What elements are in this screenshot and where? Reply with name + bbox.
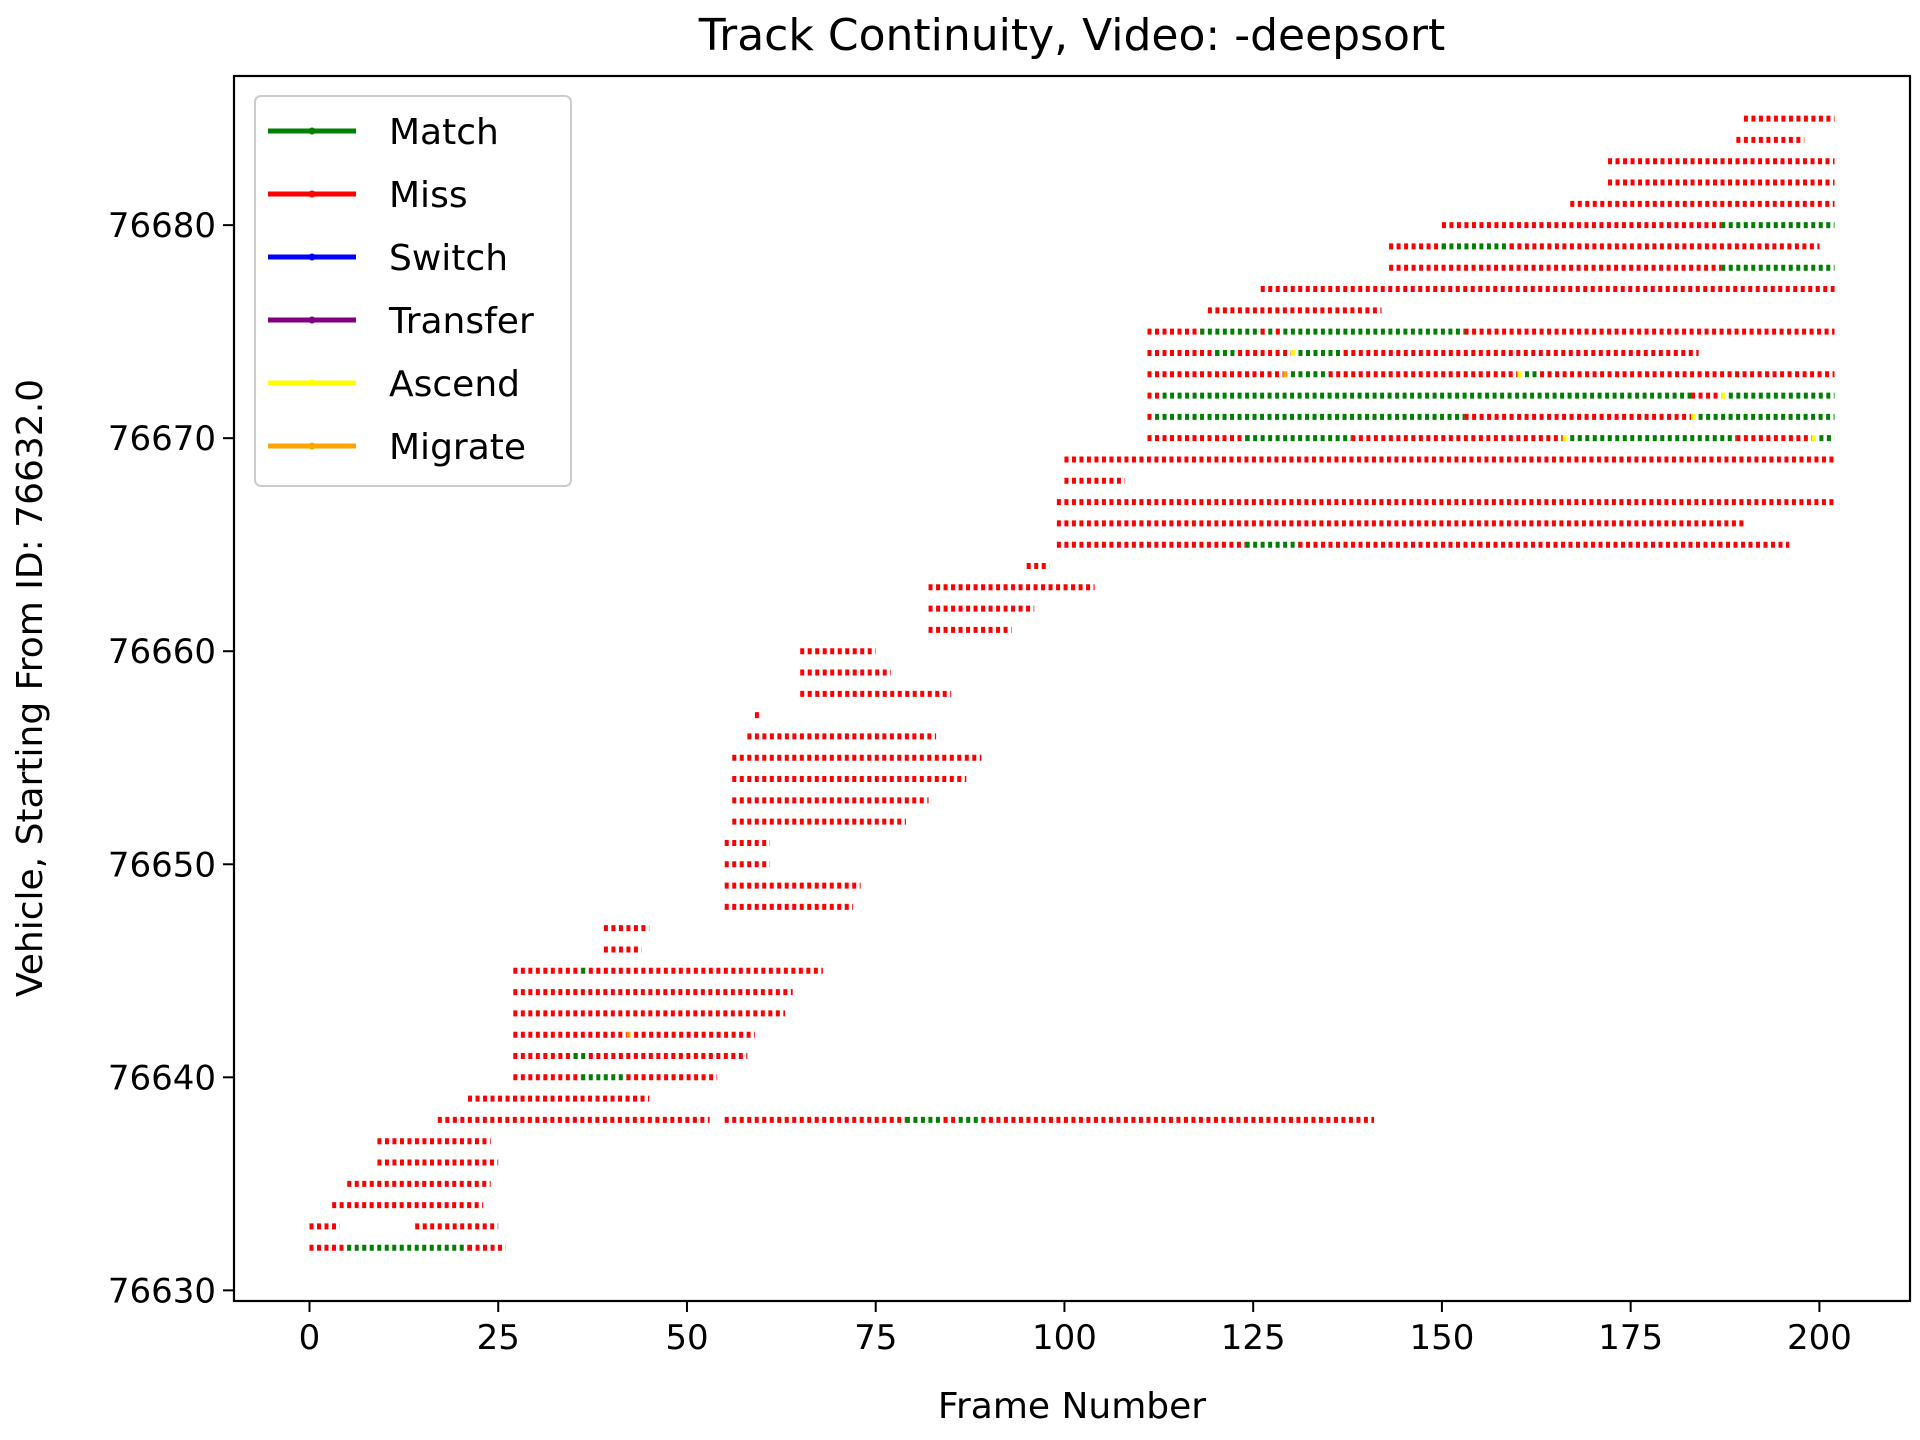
x-tick-label: 200 <box>1787 1318 1852 1358</box>
plot-area <box>309 115 1835 1251</box>
x-tick-label: 175 <box>1598 1318 1663 1358</box>
x-tick-label: 50 <box>665 1318 708 1358</box>
legend-marker <box>308 127 316 135</box>
legend-label: Match <box>389 112 499 153</box>
legend-item-ascend: Ascend <box>268 364 520 405</box>
legend: Match Miss Switch Transfer Ascend Migrate <box>254 95 572 487</box>
x-tick-label: 100 <box>1032 1318 1097 1358</box>
x-tick-label: 0 <box>299 1318 321 1358</box>
legend-item-migrate: Migrate <box>268 427 526 468</box>
x-tick-label: 25 <box>477 1318 520 1358</box>
y-axis: 76630 76640 76650 76660 76670 76680 <box>108 206 234 1311</box>
legend-item-transfer: Transfer <box>268 301 534 342</box>
legend-marker <box>308 190 316 198</box>
legend-item-miss: Miss <box>268 175 468 216</box>
legend-marker <box>308 442 316 450</box>
y-tick-label: 76660 <box>108 632 216 672</box>
y-tick-label: 76670 <box>108 419 216 459</box>
legend-label: Ascend <box>389 364 520 405</box>
legend-item-match: Match <box>268 112 499 153</box>
x-tick-label: 125 <box>1221 1318 1286 1358</box>
plot-frame <box>232 74 1912 1303</box>
y-tick-label: 76640 <box>108 1058 216 1098</box>
legend-marker <box>308 316 316 324</box>
legend-label: Switch <box>389 238 508 279</box>
chart-title: Track Continuity, Video: -deepsort <box>698 10 1446 61</box>
y-axis-label: Vehicle, Starting From ID: 76632.0 <box>10 379 51 997</box>
x-tick-label: 150 <box>1409 1318 1474 1358</box>
y-tick-label: 76680 <box>108 206 216 246</box>
x-axis: 0 25 50 75 100 125 150 175 200 <box>299 1301 1852 1358</box>
legend-label: Miss <box>389 175 468 216</box>
x-tick-label: 75 <box>854 1318 897 1358</box>
y-tick-label: 76650 <box>108 845 216 885</box>
legend-marker <box>308 253 316 261</box>
legend-item-switch: Switch <box>268 238 508 279</box>
y-tick-label: 76630 <box>108 1271 216 1311</box>
legend-label: Migrate <box>389 427 526 468</box>
x-axis-label: Frame Number <box>938 1386 1206 1427</box>
legend-marker <box>308 379 316 387</box>
legend-label: Transfer <box>388 301 534 342</box>
